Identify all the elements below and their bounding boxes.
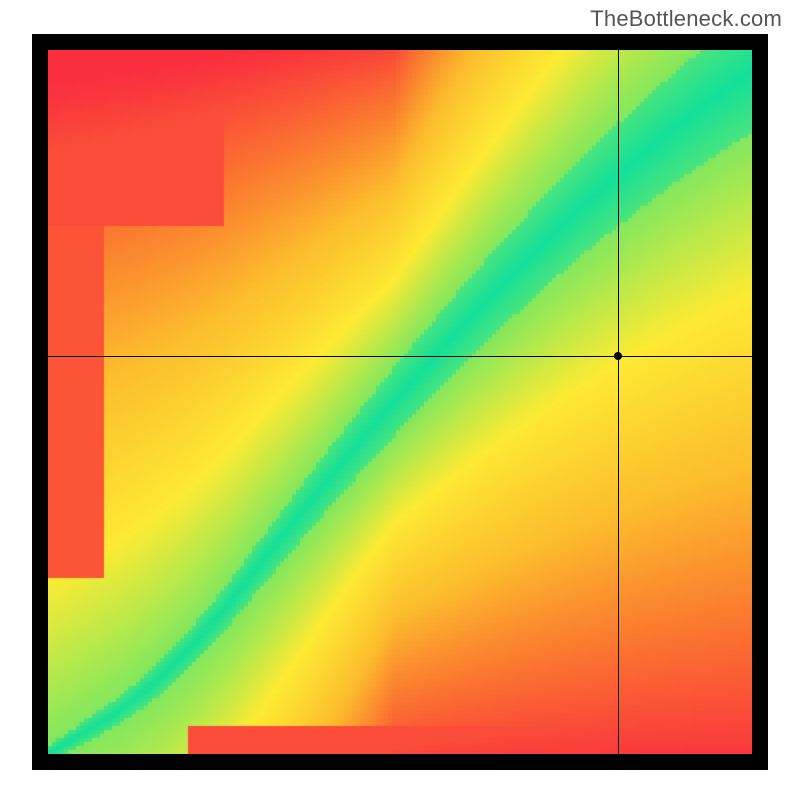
- chart-frame: [32, 34, 768, 770]
- crosshair-horizontal: [48, 356, 752, 357]
- bottleneck-heatmap: [48, 50, 752, 754]
- crosshair-dot: [614, 352, 622, 360]
- watermark-text: TheBottleneck.com: [590, 6, 782, 32]
- crosshair-vertical: [618, 50, 619, 754]
